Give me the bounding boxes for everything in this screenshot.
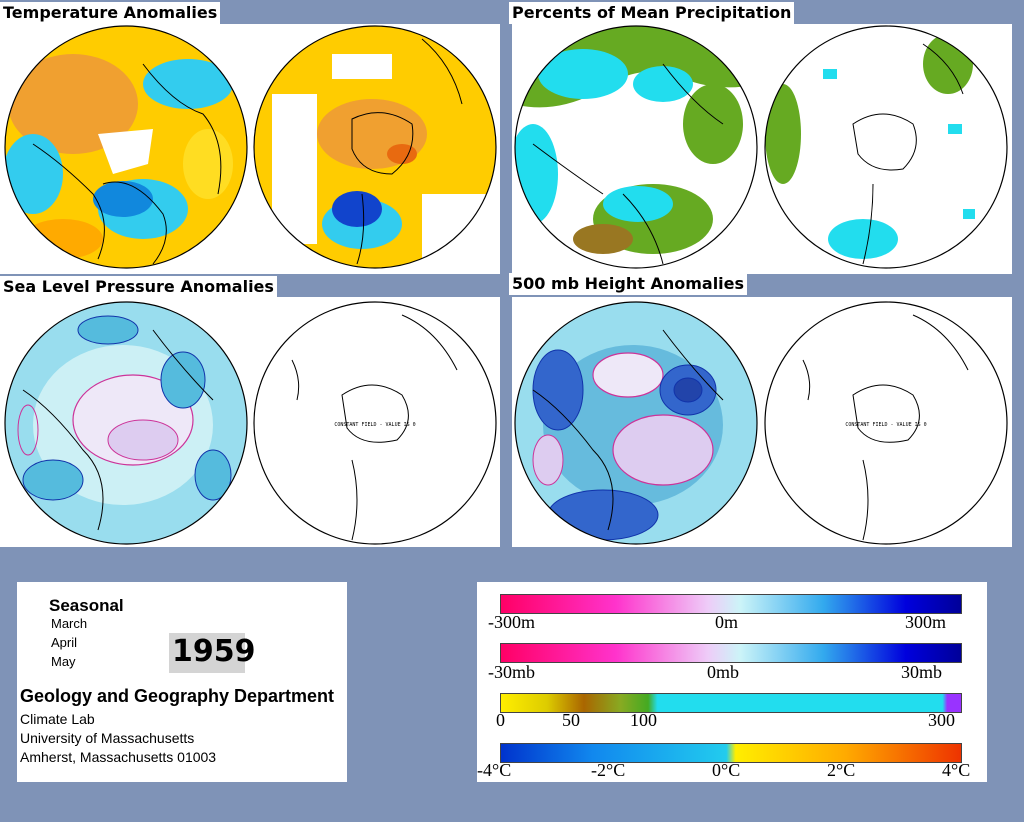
height-max-label: 300m: [905, 612, 947, 632]
pressure-min-label: -30mb: [488, 662, 535, 682]
month-2: April: [51, 635, 78, 650]
temperature-map-south: [252, 24, 498, 270]
temperature-map-north: [3, 24, 249, 270]
precip-label-300: 300: [928, 710, 955, 730]
year-badge: [169, 633, 245, 673]
address-label: Amherst, Massachusetts 01003: [20, 749, 217, 765]
temperature-color-bar: [500, 743, 962, 763]
legend-box: -300m 0m 300m -30mb 0mb 30mb 0 50 100 30…: [477, 582, 987, 782]
precip-label-50: 50: [562, 710, 580, 730]
precipitation-map-south: [763, 24, 1009, 270]
height-color-bar: [500, 594, 962, 614]
month-3: May: [51, 654, 76, 669]
slp-map-north: [3, 300, 249, 546]
height-mid-label: 0m: [715, 612, 739, 632]
temp-label-1: -4°C: [477, 760, 512, 780]
department-label: Geology and Geography Department: [20, 686, 335, 706]
pressure-color-bar: [500, 643, 962, 663]
temp-label-4: 2°C: [827, 760, 856, 780]
height-title: 500 mb Height Anomalies: [509, 273, 748, 295]
season-label: Seasonal: [49, 596, 124, 615]
month-1: March: [51, 616, 88, 631]
precip-color-bar: [500, 693, 962, 713]
height-constant-field-note: CONSTANT FIELD - VALUE IS 0: [845, 422, 926, 428]
temperature-title: Temperature Anomalies: [0, 2, 221, 24]
pressure-mid-label: 0mb: [707, 662, 740, 682]
university-label: University of Massachusetts: [20, 730, 195, 746]
lab-label: Climate Lab: [20, 711, 95, 727]
slp-constant-field-note: CONSTANT FIELD - VALUE IS 0: [334, 422, 415, 428]
height-map-south: CONSTANT FIELD - VALUE IS 0: [763, 300, 1009, 546]
info-box: Seasonal March April May 1959 Geology an…: [17, 582, 347, 782]
pressure-max-label: 30mb: [901, 662, 943, 682]
slp-title: Sea Level Pressure Anomalies: [0, 276, 277, 298]
precipitation-map-north: [513, 24, 759, 270]
temp-label-2: -2°C: [591, 760, 626, 780]
slp-map-south: CONSTANT FIELD - VALUE IS 0: [252, 300, 498, 546]
height-map-north: [513, 300, 759, 546]
precip-label-100: 100: [630, 710, 657, 730]
precip-label-0: 0: [496, 710, 505, 730]
temp-label-3: 0°C: [712, 760, 741, 780]
year-label: 1959: [172, 634, 256, 669]
height-min-label: -300m: [488, 612, 535, 632]
temp-label-5: 4°C: [942, 760, 971, 780]
precipitation-title: Percents of Mean Precipitation: [509, 2, 795, 24]
